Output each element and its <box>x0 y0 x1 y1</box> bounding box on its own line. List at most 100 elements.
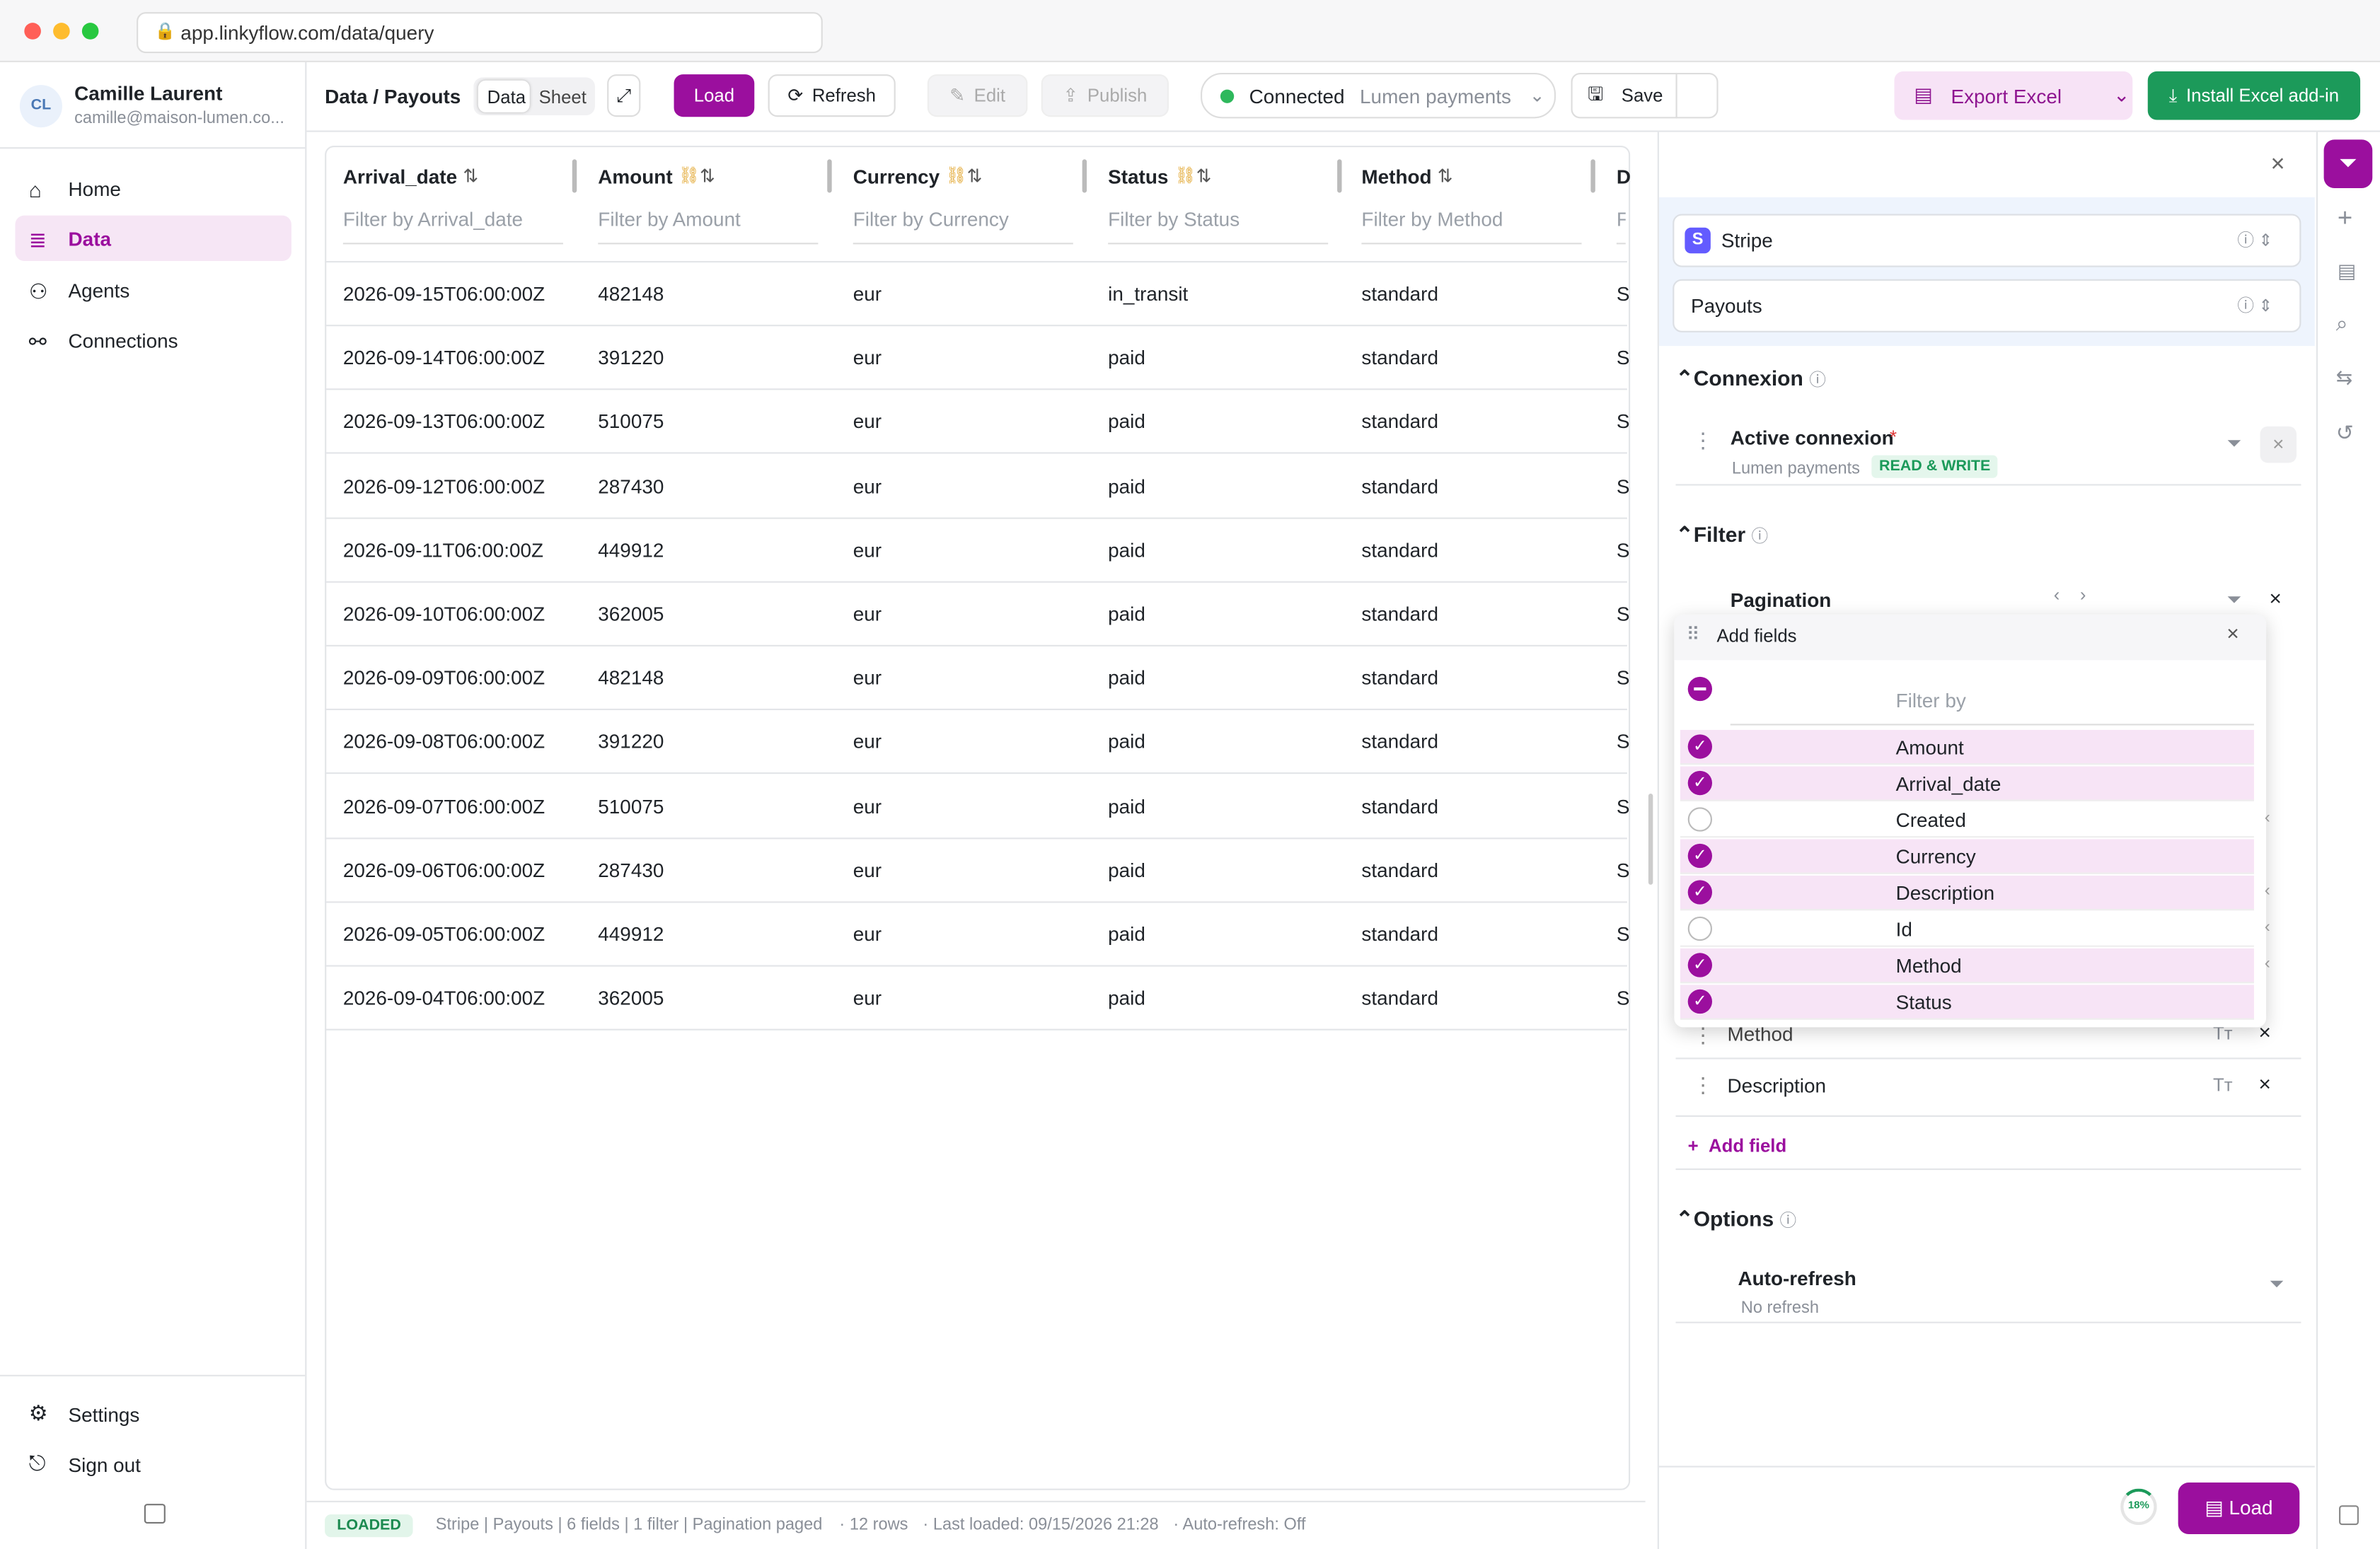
rail-notes[interactable]: ▤ <box>2337 259 2357 283</box>
section-title[interactable]: ⌃Filter ⓘ <box>1675 522 1769 547</box>
filter-icon[interactable]: ⏷ <box>2269 1272 2284 1295</box>
drag-handle[interactable]: ⋮ <box>1692 1072 1714 1098</box>
load-button[interactable]: ▤ Load <box>2178 1483 2300 1534</box>
column-filter[interactable]: Filter by Method <box>1361 208 1582 245</box>
rail-collapse[interactable] <box>2339 1505 2359 1526</box>
remove[interactable]: × <box>2260 426 2297 463</box>
export-button[interactable]: ▤ Export Excel ⌄ <box>1894 71 2133 120</box>
checkbox[interactable]: ✓ <box>1687 770 1713 796</box>
filter-tab[interactable]: ⏷ <box>2323 139 2373 189</box>
cell: 2026-09-11T06:00:00Z <box>342 538 544 562</box>
column-filter[interactable]: Filter by Status <box>1108 208 1329 245</box>
column-resizer[interactable] <box>1590 159 1595 193</box>
cell: 2026-09-12T06:00:00Z <box>342 474 545 497</box>
checkbox[interactable] <box>1687 916 1713 941</box>
drag-handle[interactable]: ⠿ <box>1686 623 1700 645</box>
filter-icon[interactable]: ⏷ <box>2226 588 2241 610</box>
cell: 287430 <box>598 858 664 882</box>
load-button[interactable]: Load <box>674 74 755 117</box>
source: Stripe <box>1721 228 1773 253</box>
close-popup[interactable]: × <box>2226 620 2239 645</box>
nav-item[interactable]: Sign out <box>68 1454 141 1477</box>
cell: standard <box>1361 794 1438 818</box>
column-resizer[interactable] <box>1082 159 1087 193</box>
rail-search[interactable]: ⌕ <box>2335 311 2348 336</box>
close-dot[interactable] <box>24 23 41 40</box>
label: Publish <box>1087 85 1148 107</box>
column-header[interactable]: Currency <box>853 165 940 189</box>
add-field[interactable]: + Add field <box>1687 1135 1787 1156</box>
checkbox[interactable]: ✓ <box>1687 843 1713 869</box>
filter-input[interactable] <box>1730 675 2254 726</box>
filter-icon[interactable]: ⏷ <box>2226 432 2241 454</box>
field-option[interactable]: ✓ <box>1680 948 2254 984</box>
column-header[interactable]: Amount <box>598 165 673 189</box>
object-select[interactable] <box>1673 279 2301 332</box>
checkbox[interactable]: ✓ <box>1687 953 1713 977</box>
save-button[interactable]: 🖫 Save <box>1571 72 1718 119</box>
connection-select[interactable]: Connected Lumen payments ⌄ <box>1201 72 1556 119</box>
select-all[interactable] <box>1687 676 1713 702</box>
refresh-button[interactable]: ⟳ Refresh <box>768 74 896 117</box>
checkbox[interactable]: ✓ <box>1687 880 1713 905</box>
checkbox[interactable]: ✓ <box>1687 989 1713 1014</box>
field-option[interactable]: ✓ <box>1680 729 2254 765</box>
status: Connected <box>1249 84 1345 108</box>
cell: standard <box>1361 282 1438 306</box>
nav-item[interactable]: Connections <box>68 329 178 352</box>
column-header[interactable]: Arrival_date <box>342 165 458 189</box>
field-option-label: Method <box>1895 954 1962 977</box>
tab[interactable]: Data <box>487 86 526 108</box>
install-button[interactable]: ⤓ Install Excel add-in <box>2147 71 2361 120</box>
edit-button[interactable]: ✎ Edit <box>927 74 1028 117</box>
rail-history[interactable]: ↺ <box>2335 420 2354 445</box>
section-title[interactable]: ⌃Options ⓘ <box>1675 1206 1797 1231</box>
column-header[interactable]: Method <box>1361 165 1432 189</box>
column-resizer[interactable] <box>1337 159 1342 193</box>
nav-item[interactable]: Home <box>68 178 121 201</box>
checkbox[interactable]: ✓ <box>1687 734 1713 759</box>
column-filter[interactable]: Filter by Currency <box>853 208 1073 245</box>
url-box[interactable] <box>137 12 823 54</box>
column-resizer[interactable] <box>572 159 577 193</box>
minimize-dot[interactable] <box>53 23 70 40</box>
collapse-icon[interactable] <box>144 1504 166 1524</box>
cell: paid <box>1108 730 1145 753</box>
field-value: No refresh <box>1740 1299 1819 1318</box>
column-resizer[interactable] <box>827 159 832 193</box>
field-option[interactable]: ✓ <box>1680 875 2254 911</box>
column-filter[interactable]: Filter by Amount <box>598 208 819 245</box>
remove[interactable]: × <box>2269 586 2282 610</box>
resize-handle[interactable] <box>1648 794 1653 885</box>
cell: 2026-09-06T06:00:00Z <box>342 858 545 882</box>
source-select[interactable] <box>1673 214 2301 267</box>
nav-item[interactable]: Data <box>68 228 112 251</box>
field-option[interactable]: ✓ <box>1680 985 2254 1020</box>
rail-flow[interactable]: ⇆ <box>2335 366 2353 389</box>
expand-button[interactable]: ⤢ <box>607 74 641 117</box>
connection-name: Lumen payments <box>1360 84 1512 108</box>
publish-button[interactable]: ⇪ Publish <box>1041 74 1169 117</box>
tab[interactable]: Sheet <box>538 86 587 108</box>
pager[interactable]: ‹ › <box>2053 584 2086 606</box>
column-header[interactable]: D <box>1616 165 1631 189</box>
checkbox[interactable] <box>1687 807 1713 832</box>
remove[interactable]: × <box>2258 1071 2271 1096</box>
close-panel[interactable]: × <box>2270 151 2285 178</box>
field-option[interactable]: ✓ <box>1680 839 2254 874</box>
nav-item[interactable]: Settings <box>68 1403 140 1427</box>
section-title[interactable]: ⌃Connexion ⓘ <box>1675 366 1826 390</box>
cell: paid <box>1108 410 1145 434</box>
column-filter[interactable]: F <box>1616 208 1626 245</box>
drag-handle[interactable]: ⋮ <box>1692 428 1714 453</box>
nav-item[interactable]: Agents <box>68 278 130 302</box>
column-filter[interactable]: Filter by Arrival_date <box>342 208 563 245</box>
field-option[interactable] <box>1680 912 2254 947</box>
zoom-dot[interactable] <box>81 23 99 40</box>
rail-add[interactable]: + <box>2337 203 2353 233</box>
cell: eur <box>853 282 882 306</box>
field-option[interactable] <box>1680 803 2254 838</box>
divider <box>1658 1466 2315 1468</box>
field-option[interactable]: ✓ <box>1680 766 2254 801</box>
column-header[interactable]: Status <box>1108 165 1169 189</box>
